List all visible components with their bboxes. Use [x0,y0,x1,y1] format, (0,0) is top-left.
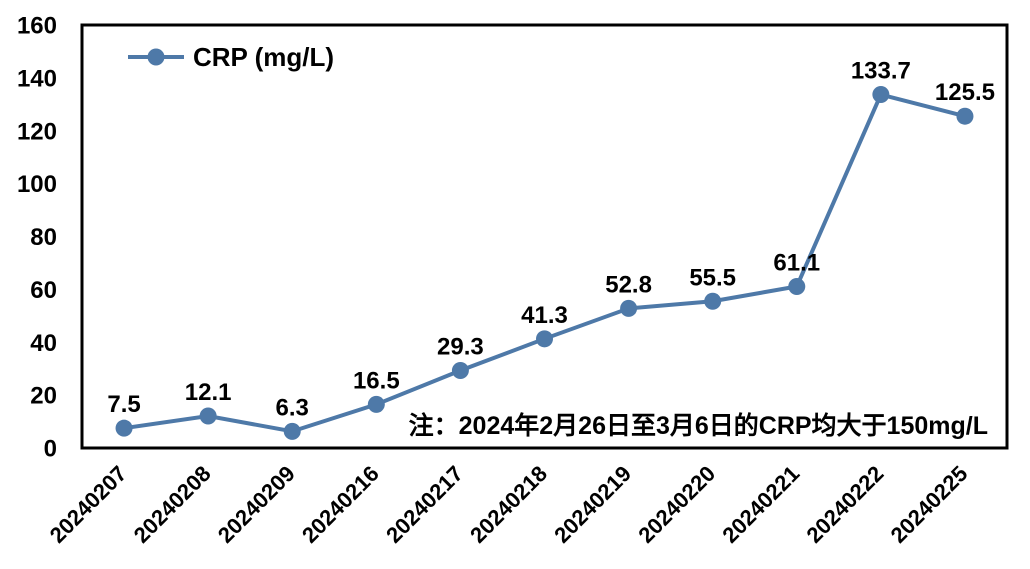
data-point-marker [115,419,133,437]
y-tick-label: 20 [30,383,57,410]
y-tick-label: 60 [30,277,57,304]
y-tick-label: 160 [17,13,57,40]
data-point-label: 61.1 [773,249,820,276]
y-axis: 0 20 40 60 80 100 120 140 160 [17,13,57,463]
data-point-marker [788,277,806,295]
x-tick-label: 20240209 [213,461,300,548]
x-tick-label: 20240220 [633,461,720,548]
data-point-label: 16.5 [353,367,400,394]
x-tick-label: 20240208 [129,461,216,548]
data-point-label: 55.5 [689,264,736,291]
data-point-marker [199,407,217,425]
data-point-marker [367,395,385,413]
data-point-marker [872,86,890,104]
y-tick-label: 40 [30,330,57,357]
series-layer [115,86,974,440]
data-point-marker [956,107,974,125]
data-point-label: 6.3 [276,394,309,421]
x-axis: 2024020720240208202402092024021620240217… [45,461,973,548]
chart-annotation: 注：2024年2月26日至3月6日的CRP均大于150mg/L [409,411,988,440]
data-point-label: 133.7 [851,58,911,85]
legend-marker-icon [147,48,165,66]
y-tick-label: 120 [17,118,57,145]
data-point-label: 52.8 [605,271,652,298]
data-point-marker [536,330,553,348]
data-point-label: 29.3 [437,334,484,361]
x-tick-label: 20240216 [297,461,384,548]
data-point-label: 125.5 [935,79,995,106]
plot-area-frame [80,23,1009,450]
x-tick-label: 20240218 [465,461,552,548]
x-tick-label: 20240219 [549,461,636,548]
data-point-label: 12.1 [185,379,232,406]
x-tick-label: 20240225 [886,461,973,548]
data-point-label: 41.3 [521,302,568,329]
y-tick-label: 0 [44,436,57,463]
x-tick-label: 20240221 [717,461,804,548]
data-point-marker [451,362,469,380]
x-tick-label: 20240207 [45,461,132,548]
y-tick-label: 140 [17,65,57,92]
data-labels-layer: 7.5 12.1 6.3 16.5 29.3 41.3 52.8 55.5 61.1 133.7 1… [107,58,995,422]
data-point-marker [704,292,722,310]
legend: CRP (mg/L) [128,42,334,72]
legend-label: CRP (mg/L) [193,42,334,72]
series-line [123,92,966,434]
x-tick-label: 20240217 [381,461,468,548]
y-tick-label: 80 [30,224,57,251]
data-point-marker [620,299,638,317]
y-tick-label: 100 [17,171,57,198]
data-point-marker [283,422,301,440]
x-tick-label: 20240222 [802,461,889,548]
data-point-label: 7.5 [107,391,140,418]
